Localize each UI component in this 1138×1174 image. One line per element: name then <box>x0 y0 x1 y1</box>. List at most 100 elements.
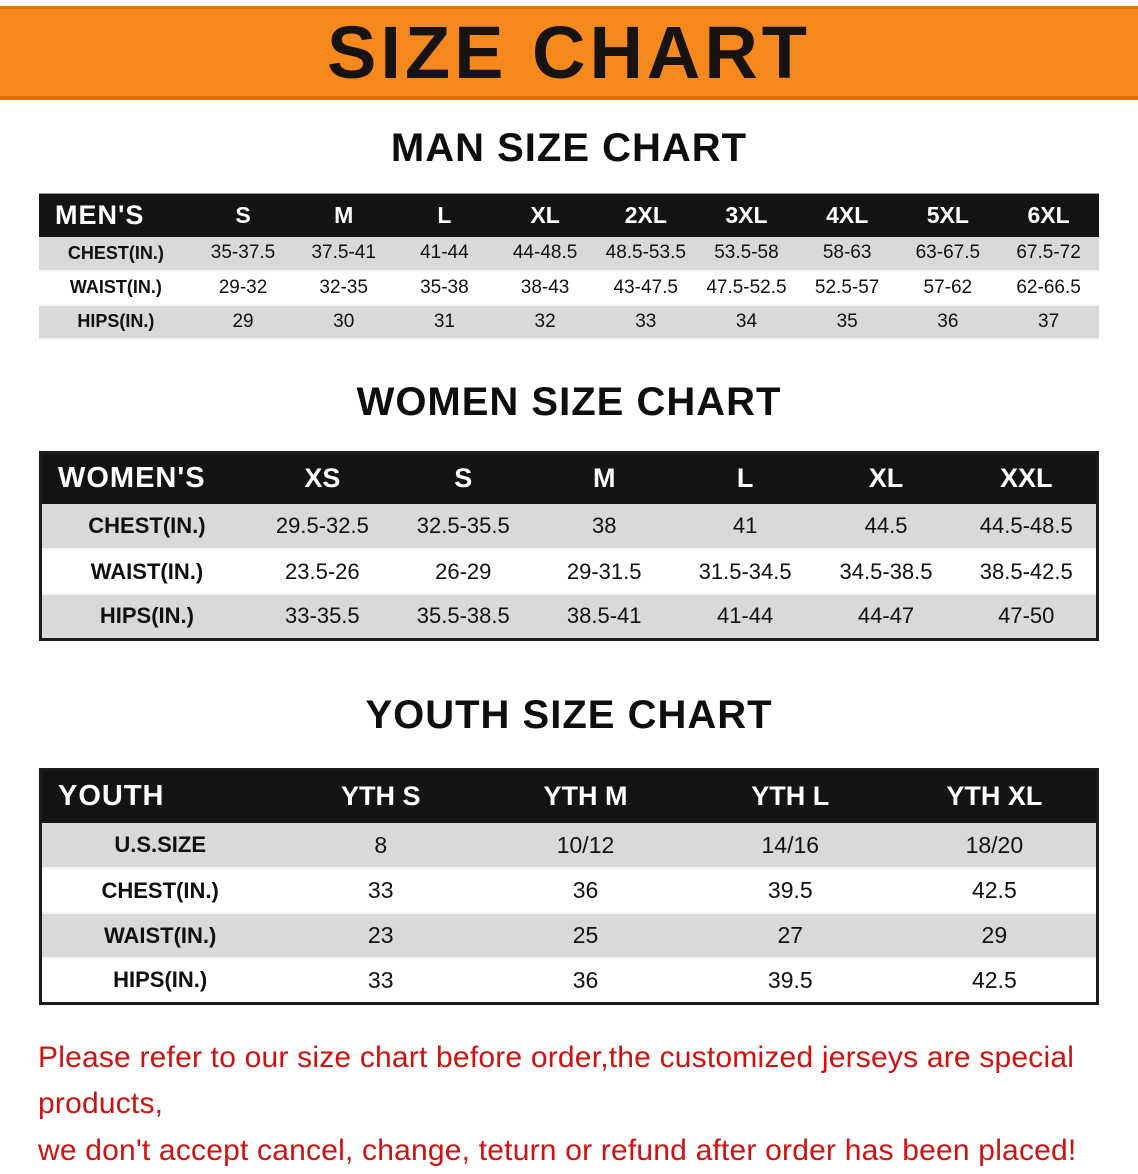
table-title-cell: MEN'S <box>39 194 193 237</box>
notice-line-2: we don't accept cancel, change, teturn o… <box>38 1128 1100 1174</box>
measurement-value: 44-47 <box>816 594 957 639</box>
measurement-value: 57-62 <box>898 271 999 305</box>
footer-notice: Please refer to our size chart before or… <box>38 1035 1100 1174</box>
size-column-header: 2XL <box>595 194 696 237</box>
measurement-label: HIPS(IN.) <box>41 594 252 639</box>
measurement-value: 10/12 <box>483 823 688 868</box>
banner: SIZE CHART <box>0 6 1138 100</box>
measurement-label: HIPS(IN.) <box>39 305 193 339</box>
measurement-value: 48.5-53.5 <box>595 237 696 271</box>
measurement-value: 27 <box>688 913 893 958</box>
measurement-label: WAIST(IN.) <box>41 913 279 958</box>
measurement-value: 62-66.5 <box>998 271 1099 305</box>
measurement-label: WAIST(IN.) <box>39 271 193 305</box>
measurement-value: 23 <box>278 913 483 958</box>
section-heading-women: WOMEN SIZE CHART <box>0 380 1138 425</box>
measurement-value: 29-31.5 <box>534 549 675 594</box>
measurement-value: 36 <box>898 305 999 339</box>
measurement-value: 25 <box>483 913 688 958</box>
measurement-value: 29 <box>193 305 294 339</box>
measurement-value: 31.5-34.5 <box>675 549 816 594</box>
measurement-value: 58-63 <box>797 237 898 271</box>
measurement-value: 37.5-41 <box>293 237 394 271</box>
measurement-value: 67.5-72 <box>998 237 1099 271</box>
size-column-header: 5XL <box>898 194 999 237</box>
measurement-label: U.S.SIZE <box>41 823 279 868</box>
size-column-header: L <box>394 194 495 237</box>
measurement-value: 44-48.5 <box>495 237 596 271</box>
measurement-value: 36 <box>483 868 688 913</box>
measurement-value: 31 <box>394 305 495 339</box>
measurement-value: 42.5 <box>893 958 1098 1003</box>
measurement-value: 32 <box>495 305 596 339</box>
measurement-value: 44.5 <box>816 504 957 549</box>
measurement-value: 38 <box>534 504 675 549</box>
measurement-value: 33 <box>278 958 483 1003</box>
measurement-value: 47.5-52.5 <box>696 271 797 305</box>
measurement-label: CHEST(IN.) <box>41 504 252 549</box>
measurement-value: 36 <box>483 958 688 1003</box>
measurement-value: 35-37.5 <box>193 237 294 271</box>
measurement-value: 30 <box>293 305 394 339</box>
size-column-header: XL <box>816 452 957 504</box>
measurement-value: 41-44 <box>675 594 816 639</box>
size-column-header: XL <box>495 194 596 237</box>
measurement-value: 29.5-32.5 <box>252 504 393 549</box>
measurement-label: WAIST(IN.) <box>41 549 252 594</box>
size-column-header: L <box>675 452 816 504</box>
size-column-header: M <box>534 452 675 504</box>
measurement-value: 41 <box>675 504 816 549</box>
notice-line-1: Please refer to our size chart before or… <box>38 1035 1100 1128</box>
size-column-header: M <box>293 194 394 237</box>
measurement-value: 35 <box>797 305 898 339</box>
size-column-header: YTH L <box>688 769 893 823</box>
measurement-value: 47-50 <box>957 594 1098 639</box>
size-column-header: YTH M <box>483 769 688 823</box>
section-heading-men: MAN SIZE CHART <box>0 126 1138 171</box>
measurement-value: 35.5-38.5 <box>393 594 534 639</box>
measurement-label: CHEST(IN.) <box>41 868 279 913</box>
page-title: SIZE CHART <box>327 16 811 90</box>
measurement-value: 33 <box>595 305 696 339</box>
measurement-value: 29-32 <box>193 271 294 305</box>
measurement-value: 32.5-35.5 <box>393 504 534 549</box>
table-title-cell: WOMEN'S <box>41 452 252 504</box>
measurement-label: HIPS(IN.) <box>41 958 279 1003</box>
size-column-header: S <box>393 452 534 504</box>
measurement-value: 42.5 <box>893 868 1098 913</box>
measurement-value: 18/20 <box>893 823 1098 868</box>
measurement-value: 44.5-48.5 <box>957 504 1098 549</box>
measurement-value: 39.5 <box>688 958 893 1003</box>
measurement-value: 43-47.5 <box>595 271 696 305</box>
measurement-value: 32-35 <box>293 271 394 305</box>
size-column-header: XS <box>252 452 393 504</box>
measurement-value: 38.5-42.5 <box>957 549 1098 594</box>
size-column-header: 4XL <box>797 194 898 237</box>
measurement-value: 37 <box>998 305 1099 339</box>
measurement-value: 33 <box>278 868 483 913</box>
measurement-value: 26-29 <box>393 549 534 594</box>
measurement-value: 14/16 <box>688 823 893 868</box>
section-heading-youth: YOUTH SIZE CHART <box>0 693 1138 738</box>
measurement-label: CHEST(IN.) <box>39 237 193 271</box>
size-column-header: YTH S <box>278 769 483 823</box>
measurement-value: 52.5-57 <box>797 271 898 305</box>
table-title-cell: YOUTH <box>41 769 279 823</box>
measurement-value: 23.5-26 <box>252 549 393 594</box>
measurement-value: 34 <box>696 305 797 339</box>
measurement-value: 38.5-41 <box>534 594 675 639</box>
measurement-value: 35-38 <box>394 271 495 305</box>
